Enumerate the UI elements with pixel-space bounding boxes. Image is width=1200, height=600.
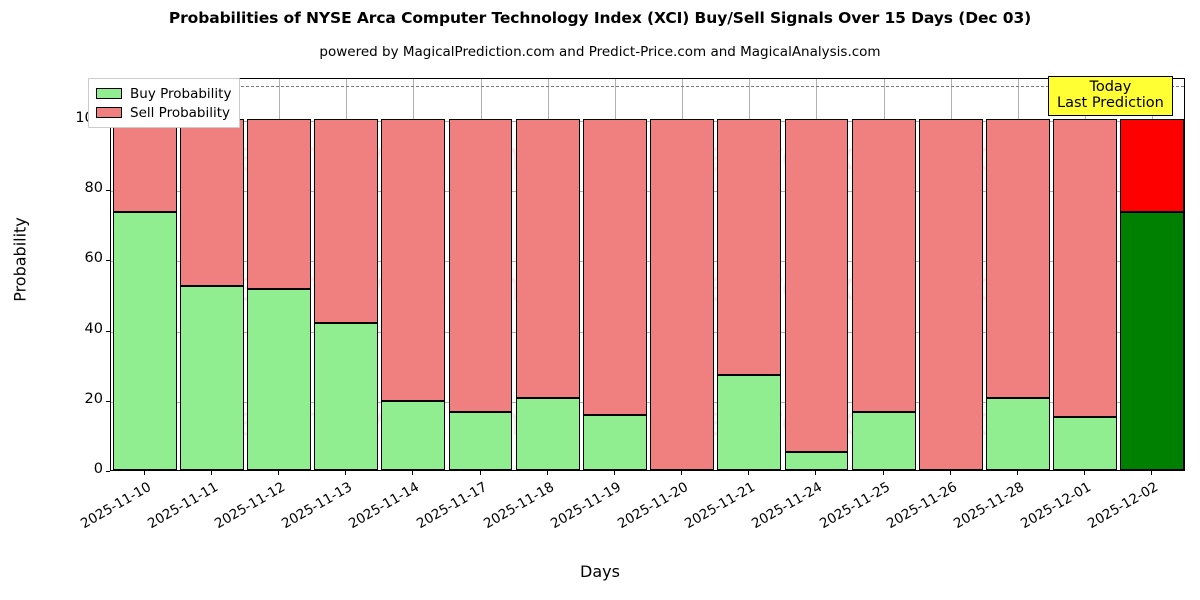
bar-segment-buy xyxy=(448,412,513,470)
bar-segment-buy xyxy=(784,451,849,470)
bar-column xyxy=(986,79,1050,470)
bar-segment-sell xyxy=(381,119,446,401)
legend-item: Sell Probability xyxy=(96,103,231,122)
grid-line-horizontal xyxy=(111,261,1184,263)
y-axis-tick-mark xyxy=(106,471,110,472)
legend-item: Buy Probability xyxy=(96,84,231,103)
today-annotation: Today Last Prediction xyxy=(1048,76,1173,117)
x-axis-tick-mark xyxy=(949,471,951,475)
bar-segment-sell xyxy=(717,119,782,375)
bar-segment-sell xyxy=(448,119,513,413)
x-axis-tick-mark xyxy=(143,471,145,475)
y-axis-label: Probability xyxy=(10,217,30,302)
x-axis-tick-mark xyxy=(479,471,481,475)
legend-label: Sell Probability xyxy=(130,104,231,121)
legend-label: Buy Probability xyxy=(130,85,232,102)
y-axis-tick-label: 40 xyxy=(84,320,103,337)
bar-column xyxy=(851,79,916,470)
x-axis-tick-mark xyxy=(681,471,683,475)
y-axis-tick-label: 60 xyxy=(84,250,103,267)
bars-layer xyxy=(111,79,1184,470)
bar-today xyxy=(1120,79,1184,470)
bar-column xyxy=(448,79,513,470)
x-axis-tick-mark xyxy=(613,471,615,475)
y-axis-tick-label: 0 xyxy=(93,461,103,477)
bar-segment-buy xyxy=(1120,211,1184,470)
bar-segment-buy xyxy=(582,415,647,470)
x-axis-tick-mark xyxy=(748,471,750,475)
bar-segment-sell xyxy=(1120,119,1184,212)
bar-segment-sell xyxy=(1053,119,1118,417)
legend-swatch-icon xyxy=(96,107,122,118)
x-axis-tick-mark xyxy=(412,471,414,475)
x-axis-tick-mark xyxy=(815,471,817,475)
bar-segment-buy xyxy=(314,322,379,470)
x-axis-tick-mark xyxy=(1151,471,1153,475)
y-axis-tick-mark xyxy=(106,400,110,402)
bar-column xyxy=(784,79,849,470)
bar-column xyxy=(515,79,580,470)
bar-segment-buy xyxy=(515,398,580,470)
bar-column xyxy=(179,79,244,470)
x-axis-label: Days xyxy=(580,562,620,581)
bar-segment-sell xyxy=(784,119,849,452)
y-axis-tick-mark xyxy=(106,260,110,262)
grid-line-horizontal xyxy=(111,121,1184,123)
chart-title: Probabilities of NYSE Arca Computer Tech… xyxy=(168,9,1032,27)
x-axis-tick-mark xyxy=(1017,471,1019,475)
bar-segment-buy xyxy=(986,398,1050,470)
bar-segment-sell xyxy=(918,119,983,470)
x-axis-tick-mark xyxy=(277,471,279,475)
bar-segment-buy xyxy=(247,288,311,470)
today-annotation-line1: Today xyxy=(1089,79,1132,95)
bar-column xyxy=(381,79,446,470)
legend-swatch-icon xyxy=(96,88,122,99)
x-axis-tick-mark xyxy=(1084,471,1086,475)
bar-segment-buy xyxy=(112,211,177,470)
bar-column xyxy=(582,79,647,470)
x-axis-tick-mark xyxy=(882,471,884,475)
bar-segment-sell xyxy=(247,119,311,289)
bar-segment-sell xyxy=(515,119,580,399)
bar-segment-buy xyxy=(179,286,244,470)
bar-column xyxy=(717,79,782,470)
bar-segment-buy xyxy=(381,400,446,470)
x-axis-tick-mark xyxy=(210,471,212,475)
bar-segment-sell xyxy=(179,119,244,287)
bar-column xyxy=(1053,79,1118,470)
bar-column xyxy=(650,79,714,470)
today-annotation-line2: Last Prediction xyxy=(1057,95,1164,112)
bar-column xyxy=(314,79,379,470)
bar-column xyxy=(247,79,311,470)
grid-line-horizontal xyxy=(111,331,1184,333)
chart-legend: Buy Probability Sell Probability xyxy=(88,78,241,128)
plot-area: MagicalAnalysis.comMagicalPrediction.com… xyxy=(110,78,1185,471)
bar-segment-sell xyxy=(582,119,647,416)
bar-segment-sell xyxy=(986,119,1050,399)
y-axis-tick-label: 80 xyxy=(84,180,103,197)
bar-segment-buy xyxy=(851,411,916,470)
bar-column xyxy=(918,79,983,470)
bar-segment-sell xyxy=(314,119,379,323)
bar-column xyxy=(112,79,177,470)
bar-segment-buy xyxy=(1053,416,1118,470)
x-axis-tick-mark xyxy=(546,471,548,475)
y-axis-tick-mark xyxy=(106,190,110,192)
reference-dashed-line xyxy=(111,86,1184,88)
bar-segment-sell xyxy=(650,119,714,470)
bar-segment-sell xyxy=(112,119,177,212)
x-axis-tick-mark xyxy=(345,471,347,475)
bar-segment-buy xyxy=(717,374,782,470)
chart-subtitle: powered by MagicalPrediction.com and Pre… xyxy=(319,44,881,60)
y-axis-tick-label: 20 xyxy=(84,390,103,407)
grid-line-horizontal xyxy=(111,191,1184,193)
bar-segment-sell xyxy=(851,119,916,412)
y-axis-tick-mark xyxy=(106,330,110,332)
grid-line-horizontal xyxy=(111,401,1184,403)
